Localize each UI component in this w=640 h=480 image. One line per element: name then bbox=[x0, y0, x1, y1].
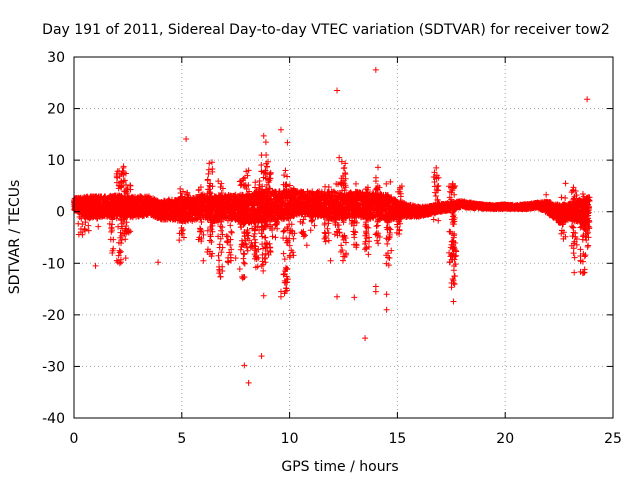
chart-title: Day 191 of 2011, Sidereal Day-to-day VTE… bbox=[42, 22, 610, 38]
data-points bbox=[71, 66, 593, 386]
